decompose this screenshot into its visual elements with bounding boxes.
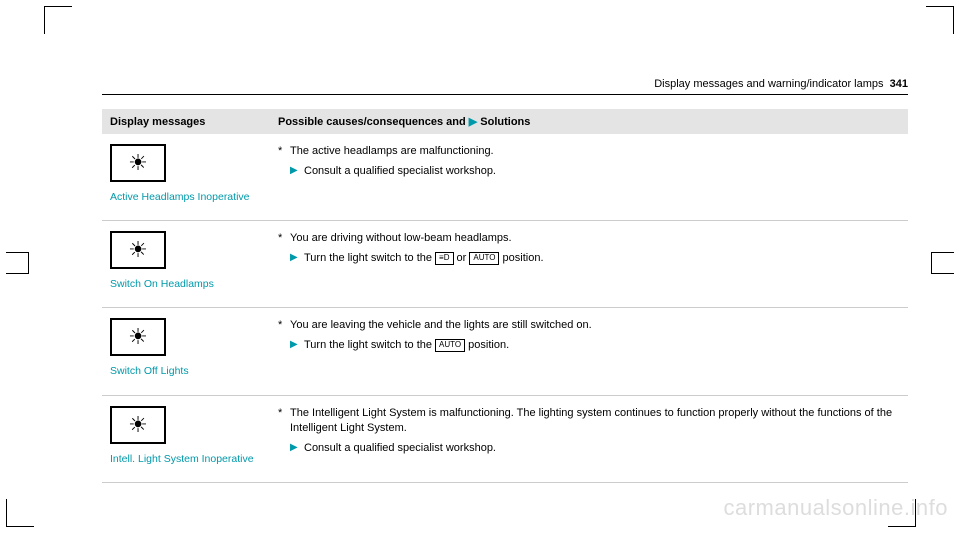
symbol-box: AUTO — [469, 252, 499, 264]
solution-line: Turn the light switch to the — [304, 339, 435, 351]
messages-table: Display messages Possible causes/consequ… — [102, 109, 908, 483]
crop-mark — [44, 6, 72, 34]
solution-text: ▶ Consult a qualified specialist worksho… — [278, 164, 900, 180]
solution-line: position. — [499, 252, 543, 264]
light-bulb-icon: ☀ — [110, 318, 166, 356]
solution-text: ▶ Turn the light switch to the AUTO posi… — [278, 338, 900, 354]
cause-text: The active headlamps are malfunctioning. — [278, 144, 900, 160]
display-message-label: Switch On Headlamps — [110, 277, 262, 291]
light-bulb-icon: ☀ — [110, 406, 166, 444]
section-title: Display messages and warning/indicator l… — [654, 78, 883, 90]
light-bulb-icon: ☀ — [110, 231, 166, 269]
crop-mark — [924, 252, 954, 274]
cause-text: You are leaving the vehicle and the ligh… — [278, 318, 900, 334]
display-message-label: Intell. Light System Inoperative — [110, 452, 262, 466]
arrow-icon: ▶ — [290, 441, 298, 456]
column-header-right-suffix: Solutions — [480, 116, 530, 128]
cause-text: You are driving without low-beam headlam… — [278, 231, 900, 247]
table-row: ☀ Switch Off Lights You are leaving the … — [102, 308, 908, 395]
symbol-box: AUTO — [435, 339, 465, 351]
page-number: 341 — [890, 78, 908, 90]
column-header-left: Display messages — [102, 109, 270, 134]
table-row: ☀ Active Headlamps Inoperative The activ… — [102, 134, 908, 221]
column-header-right: Possible causes/consequences and ▶ Solut… — [270, 109, 908, 134]
display-message-label: Switch Off Lights — [110, 364, 262, 378]
page-header: Display messages and warning/indicator l… — [102, 78, 908, 95]
cause-text: The Intelligent Light System is malfunct… — [278, 406, 900, 438]
solution-line: Turn the light switch to the — [304, 252, 435, 264]
crop-mark — [6, 499, 34, 527]
arrow-icon: ▶ — [290, 251, 298, 266]
solution-line: Consult a qualified specialist workshop. — [304, 165, 496, 177]
crop-mark — [6, 252, 36, 274]
solution-text: ▶ Consult a qualified specialist worksho… — [278, 441, 900, 457]
table-row: ☀ Switch On Headlamps You are driving wi… — [102, 221, 908, 308]
solution-line: Consult a qualified specialist workshop. — [304, 442, 496, 454]
solution-line: or — [454, 252, 470, 264]
solution-text: ▶ Turn the light switch to the ≡D or AUT… — [278, 251, 900, 267]
page-body: Display messages and warning/indicator l… — [0, 0, 960, 483]
symbol-box: ≡D — [435, 252, 453, 264]
display-message-label: Active Headlamps Inoperative — [110, 190, 262, 204]
arrow-icon: ▶ — [290, 164, 298, 179]
table-row: ☀ Intell. Light System Inoperative The I… — [102, 395, 908, 482]
arrow-icon: ▶ — [469, 116, 481, 128]
arrow-icon: ▶ — [290, 338, 298, 353]
solution-line: position. — [465, 339, 509, 351]
column-header-right-prefix: Possible causes/consequences and — [278, 116, 469, 128]
light-bulb-icon: ☀ — [110, 144, 166, 182]
crop-mark — [926, 6, 954, 34]
watermark: carmanualsonline.info — [723, 495, 948, 521]
